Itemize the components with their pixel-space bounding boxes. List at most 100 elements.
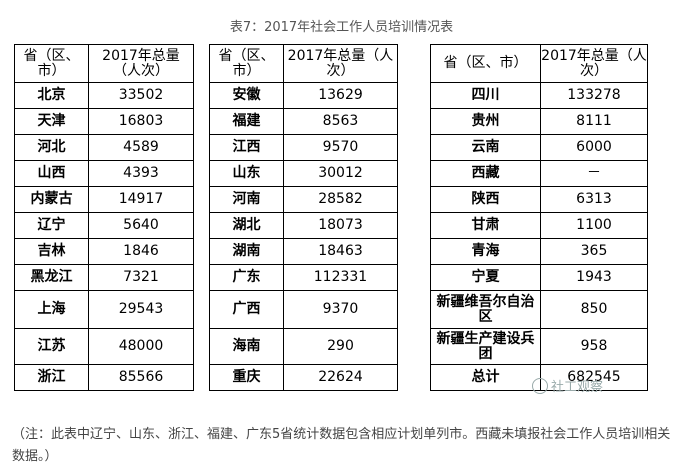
region-cell: 内蒙古 [14,186,89,213]
total-cell: 22624 [283,364,398,391]
total-cell: 30012 [283,160,398,187]
region-cell: 广东 [209,264,284,291]
region-cell: 福建 [209,108,284,135]
total-cell: 5640 [88,212,194,239]
total-cell: 850 [540,290,648,329]
region-cell: 江苏 [14,328,89,365]
region-cell: 湖南 [209,238,284,265]
region-cell: 甘肃 [430,212,541,239]
region-cell: 河南 [209,186,284,213]
total-cell: 4589 [88,134,194,161]
table-row: 总计 682545 [430,364,648,391]
table-row: 贵州 8111 [430,108,648,135]
table-row: 内蒙古 14917 [14,186,194,213]
total-cell: 14917 [88,186,194,213]
region-cell: 江西 [209,134,284,161]
region-cell: 黑龙江 [14,264,89,291]
total-cell: 8563 [283,108,398,135]
total-cell: 958 [540,328,648,365]
region-cell: 宁夏 [430,264,541,291]
region-cell: 西藏 [430,160,541,187]
table-row: 北京 33502 [14,82,194,109]
region-cell: 山东 [209,160,284,187]
table-row: 浙江 85566 [14,364,194,391]
table-row: 江西 9570 [209,134,398,161]
table-row: 宁夏 1943 [430,264,648,291]
header-region: 省（区、市） [14,44,89,83]
total-cell: 6313 [540,186,648,213]
region-cell: 青海 [430,238,541,265]
table-row: 四川 133278 [430,82,648,109]
total-cell: 1943 [540,264,648,291]
table-row: 黑龙江 7321 [14,264,194,291]
table-row: 安徽 13629 [209,82,398,109]
table-row: 湖南 18463 [209,238,398,265]
header-total: 2017年总量（人次） [540,44,648,83]
total-cell: 133278 [540,82,648,109]
region-cell: 湖北 [209,212,284,239]
table-row: 山西 4393 [14,160,194,187]
region-cell: 安徽 [209,82,284,109]
region-cell: 天津 [14,108,89,135]
training-table-2: 省（区、市） 2017年总量（人次） 安徽 13629 福建 8563 江西 9570 山东 30… [209,44,398,391]
total-cell: 16803 [88,108,194,135]
total-cell: 682545 [540,364,648,391]
table-row: 广西 9370 [209,290,398,329]
table-row: 青海 365 [430,238,648,265]
watermark-text: 社工观察 [551,380,604,395]
region-cell: 四川 [430,82,541,109]
table-row: 海南 290 [209,328,398,365]
table-header-row: 省（区、市） 2017年总量（人次） [209,44,398,83]
wechat-logo-icon [532,378,548,394]
header-total: 2017年总量（人次） [283,44,398,83]
table-row: 湖北 18073 [209,212,398,239]
table-row: 山东 30012 [209,160,398,187]
total-cell: 18073 [283,212,398,239]
region-cell: 辽宁 [14,212,89,239]
region-cell: 新疆生产建设兵团 [430,328,541,365]
table-row: 辽宁 5640 [14,212,194,239]
table-row: 云南 6000 [430,134,648,161]
region-cell: 重庆 [209,364,284,391]
total-cell: 85566 [88,364,194,391]
total-cell: － [540,160,648,187]
table-row: 吉林 1846 [14,238,194,265]
training-table-3: 省（区、市） 2017年总量（人次） 四川 133278 贵州 8111 云南 6000 西藏－… [430,44,648,391]
total-cell: 8111 [540,108,648,135]
region-cell: 云南 [430,134,541,161]
header-region: 省（区、市） [209,44,284,83]
table-row: 陕西 6313 [430,186,648,213]
total-cell: 290 [283,328,398,365]
total-cell: 4393 [88,160,194,187]
region-cell: 总计 [430,364,541,391]
total-cell: 33502 [88,82,194,109]
table-header-row: 省（区、市） 2017年总量（人次） [430,44,648,83]
region-cell: 山西 [14,160,89,187]
total-cell: 13629 [283,82,398,109]
total-cell: 9370 [283,290,398,329]
table-row: 甘肃 1100 [430,212,648,239]
table-footnote: （注：此表中辽宁、山东、浙江、福建、广东5省统计数据包含相应计划单列市。西藏未填… [12,427,671,464]
region-cell: 贵州 [430,108,541,135]
table-row: 新疆维吾尔自治区 850 [430,290,648,329]
region-cell: 上海 [14,290,89,329]
total-cell: 18463 [283,238,398,265]
table-row: 上海 29543 [14,290,194,329]
table-row: 福建 8563 [209,108,398,135]
table-row: 江苏 48000 [14,328,194,365]
region-cell: 吉林 [14,238,89,265]
region-cell: 北京 [14,82,89,109]
table-row: 西藏－ [430,160,648,187]
header-region: 省（区、市） [430,44,541,83]
total-cell: 6000 [540,134,648,161]
region-cell: 陕西 [430,186,541,213]
total-cell: 1100 [540,212,648,239]
table-row: 河南 28582 [209,186,398,213]
region-cell: 新疆维吾尔自治区 [430,290,541,329]
region-cell: 浙江 [14,364,89,391]
region-cell: 海南 [209,328,284,365]
total-cell: 29543 [88,290,194,329]
region-cell: 广西 [209,290,284,329]
table-row: 河北 4589 [14,134,194,161]
total-cell: 28582 [283,186,398,213]
